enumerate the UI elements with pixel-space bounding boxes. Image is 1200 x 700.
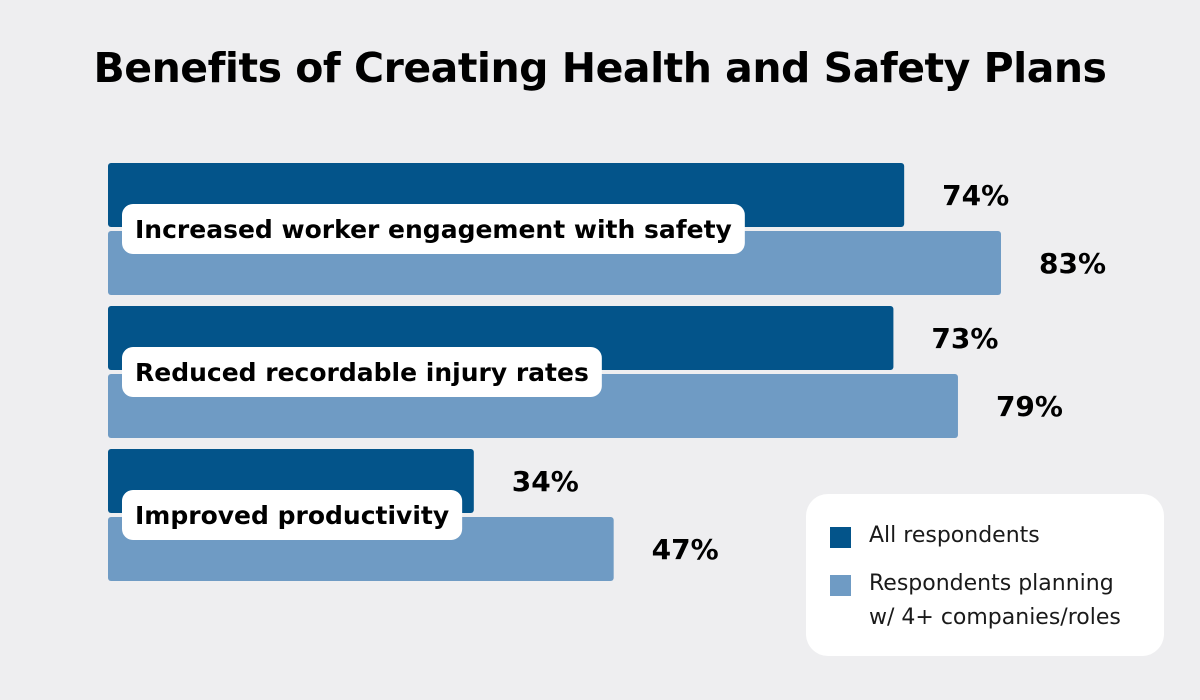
category-label-3: Improved productivity — [135, 501, 449, 530]
category-pill-3 — [122, 490, 463, 540]
value-label-2-series-2: 79% — [996, 390, 1063, 423]
legend-swatch-all-respondents — [830, 527, 851, 548]
category-pill-2 — [122, 347, 602, 397]
value-label-3-series-1: 34% — [512, 465, 579, 498]
legend-label-all-respondents: All respondents — [869, 523, 1040, 548]
chart-title: Benefits of Creating Health and Safety P… — [93, 44, 1107, 92]
legend-item-planning-respondents: Respondents planning w/ 4+ companies/rol… — [830, 571, 1149, 635]
category-label-2: Reduced recordable injury rates — [135, 358, 589, 387]
category-label-1: Increased worker engagement with safety — [135, 215, 732, 244]
category-pill-1 — [122, 204, 745, 254]
value-label-3-series-2: 47% — [652, 533, 719, 566]
legend-label-planning-respondents: Respondents planning w/ 4+ companies/rol… — [869, 571, 1121, 630]
legend-item-all-respondents: All respondents — [830, 523, 1149, 553]
legend: All respondents Respondents planning w/ … — [806, 494, 1164, 656]
legend-swatch-planning-respondents — [830, 575, 851, 596]
value-label-1-series-2: 83% — [1039, 247, 1106, 280]
value-label-2-series-1: 73% — [931, 322, 998, 355]
value-label-1-series-1: 74% — [942, 179, 1009, 212]
